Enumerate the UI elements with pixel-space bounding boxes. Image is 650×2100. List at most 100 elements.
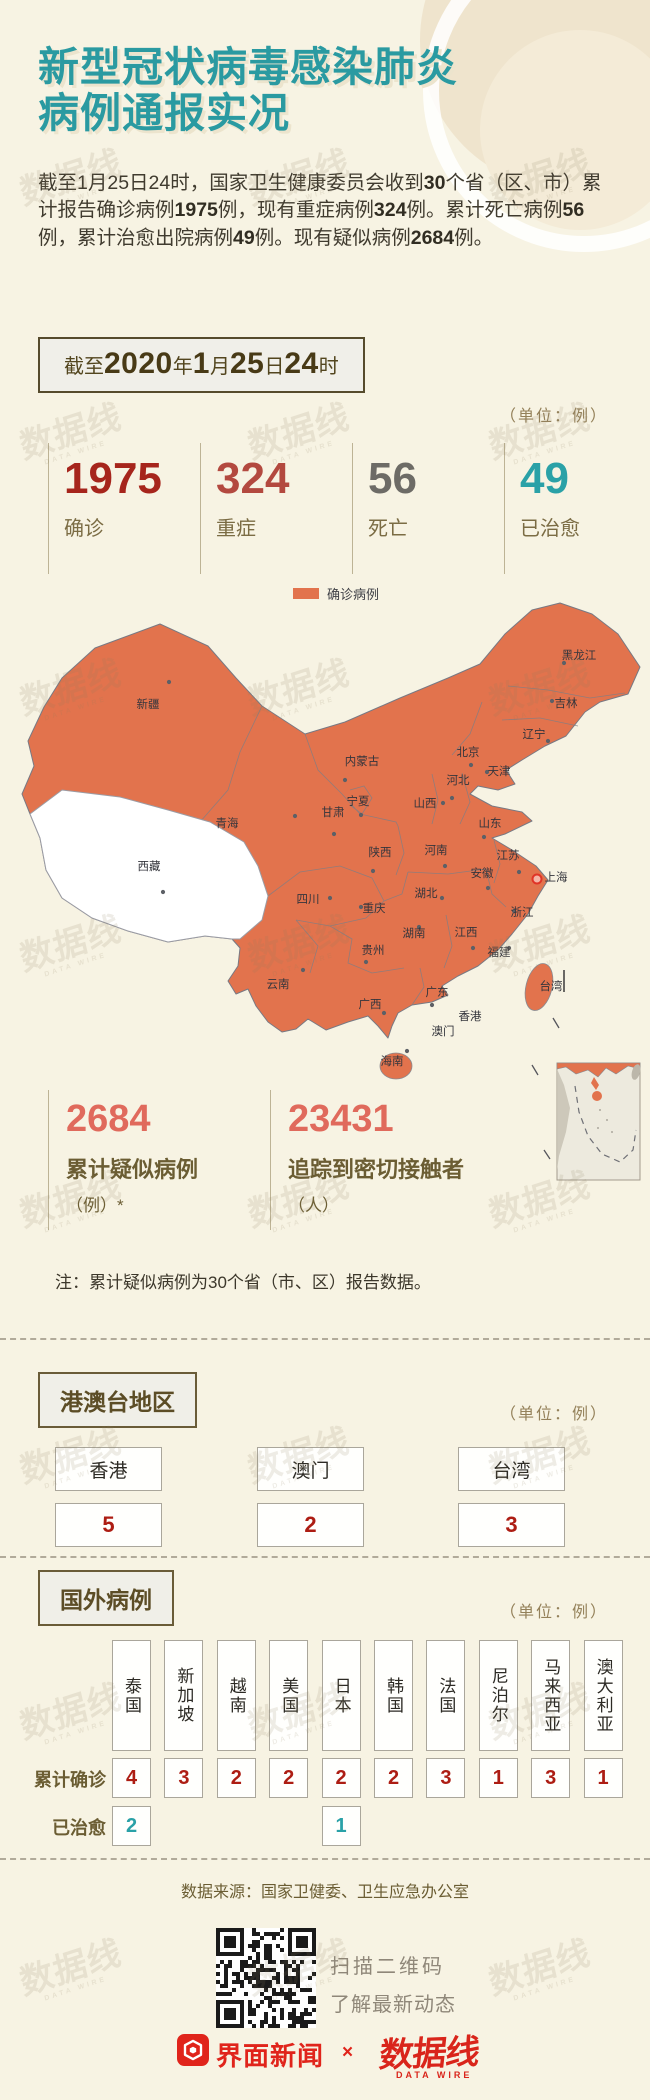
capital-dot <box>166 679 172 685</box>
mid-stats-row: 2684 累计疑似病例 （例）* 23431 追踪到密切接触者 （人） <box>48 1090 608 1230</box>
province-label: 贵州 <box>362 944 385 957</box>
capital-dot <box>331 831 337 837</box>
capital-dot <box>342 777 348 783</box>
datawire-logo: 数据线 <box>377 2033 481 2075</box>
province-label: 河南 <box>425 843 448 857</box>
stat-confirmed: 1975 确诊 <box>48 443 199 574</box>
province-label: 重庆 <box>363 901 386 915</box>
page-title: 新型冠状病毒感染肺炎 病例通报实况 <box>38 44 458 137</box>
unit-note: （单位：例） <box>499 408 608 425</box>
stat-cured: 49 已治愈 <box>504 443 650 574</box>
province-label: 台湾 <box>540 979 563 993</box>
hmt-value-hongkong: 5 <box>55 1503 162 1547</box>
nine-dash-segments <box>531 1017 560 1160</box>
capital-dot <box>439 895 445 901</box>
province-label: 内蒙古 <box>345 754 380 768</box>
province-label: 云南 <box>267 977 290 991</box>
capital-dot <box>470 945 476 951</box>
province-label: 江苏 <box>497 849 520 862</box>
section-title-foreign: 国外病例 <box>38 1570 174 1626</box>
shanghai-marker <box>531 873 543 885</box>
divider <box>0 1338 650 1340</box>
legend-swatch-icon <box>293 588 319 599</box>
province-label: 宁夏 <box>347 794 370 808</box>
unit-note: （单位：例） <box>499 1406 608 1423</box>
data-source: 数据来源：国家卫健委、卫生应急办公室 <box>180 1884 469 1901</box>
capital-dot <box>358 812 364 818</box>
stat-suspected: 2684 累计疑似病例 （例）* <box>48 1090 266 1230</box>
province-label: 北京 <box>457 745 480 759</box>
capital-dot <box>468 762 474 768</box>
province-label: 香港 <box>459 1010 482 1023</box>
province-label: 澳门 <box>432 1024 455 1038</box>
province-borders <box>199 685 626 1006</box>
map-legend: 确诊病例 <box>293 584 379 603</box>
province-label: 甘肃 <box>322 806 345 819</box>
province-label: 四川 <box>297 893 320 906</box>
divider <box>0 1556 650 1558</box>
national-stats-row: 1975 确诊 324 重症 56 死亡 49 已治愈 <box>48 443 608 574</box>
capital-dot <box>416 924 422 930</box>
row-label-confirmed: 累计确诊 <box>34 1770 106 1790</box>
province-label: 吉林 <box>555 696 578 710</box>
qr-code-image <box>216 1928 316 2028</box>
capital-dot <box>516 869 522 875</box>
qr-caption-line2: 了解最新动态 <box>330 1994 456 2016</box>
intro-paragraph: 截至1月25日24时，国家卫生健康委员会收到30个省（区、市）累计报告确诊病例1… <box>38 171 602 249</box>
hmt-name-macau: 澳门 <box>257 1447 364 1491</box>
hmt-name-hongkong: 香港 <box>55 1447 162 1491</box>
province-label: 青海 <box>216 816 239 830</box>
province-label: 辽宁 <box>523 727 546 741</box>
capital-dot <box>440 800 446 806</box>
capital-dot <box>511 908 517 914</box>
province-label: 上海 <box>545 870 568 884</box>
capital-dot <box>160 889 166 895</box>
province-label: 广西 <box>359 998 382 1011</box>
province-label: 黑龙江 <box>562 649 597 662</box>
capital-dot <box>485 885 491 891</box>
capital-dot <box>363 959 369 965</box>
capital-dot <box>549 698 555 704</box>
province-label: 湖北 <box>415 886 438 900</box>
footnote: 注：累计疑似病例为30个省（市、区）报告数据。 <box>55 1273 431 1292</box>
province-label: 西藏 <box>138 860 161 873</box>
capital-dot <box>300 967 306 973</box>
capital-dot <box>292 813 298 819</box>
brand-separator: × <box>342 2042 354 2063</box>
capital-dot <box>449 795 455 801</box>
qr-code <box>216 1928 316 2028</box>
capital-dot <box>429 1002 435 1008</box>
as-of-date-box: 截至2020年1月25日24时 <box>38 337 365 393</box>
taiwan-island <box>524 963 554 1011</box>
jiemian-brand-name: 界面新闻 <box>216 2041 325 2071</box>
hainan-island <box>379 1052 413 1080</box>
divider <box>0 1858 650 1860</box>
jiemian-logo-icon <box>177 2034 209 2066</box>
section-title-hmt: 港澳台地区 <box>38 1372 197 1428</box>
row-label-cured: 已治愈 <box>52 1818 106 1838</box>
stat-close-contacts: 23431 追踪到密切接触者 （人） <box>270 1090 488 1230</box>
province-label: 湖南 <box>403 926 426 940</box>
province-label: 山东 <box>479 817 502 830</box>
province-label: 安徽 <box>471 866 494 880</box>
province-label: 陕西 <box>369 845 392 859</box>
capital-dot <box>442 863 448 869</box>
unit-note: （单位：例） <box>499 1604 608 1621</box>
hmt-value-taiwan: 3 <box>458 1503 565 1547</box>
province-label: 浙江 <box>511 906 534 919</box>
capital-dot <box>370 868 376 874</box>
capital-dot <box>381 1010 387 1016</box>
hmt-value-macau: 2 <box>257 1503 364 1547</box>
south-china-sea-inset <box>556 1062 641 1181</box>
capital-dot <box>327 895 333 901</box>
province-label: 江西 <box>455 926 478 939</box>
province-label: 海南 <box>381 1054 404 1068</box>
capital-dot <box>481 834 487 840</box>
capital-dot <box>561 660 567 666</box>
province-label: 福建 <box>488 945 511 959</box>
capital-dot <box>484 769 490 775</box>
capital-dot <box>545 738 551 744</box>
stat-deaths: 56 死亡 <box>352 443 503 574</box>
